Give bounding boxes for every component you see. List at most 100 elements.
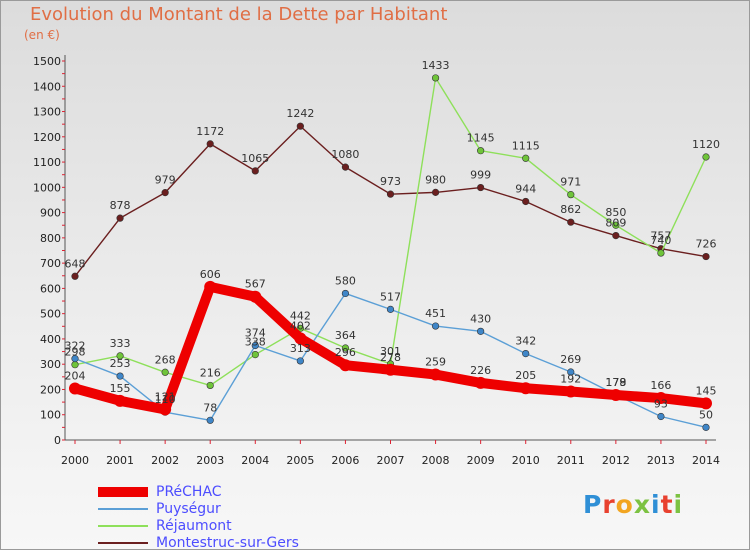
point-rejaumont	[612, 221, 620, 229]
legend-swatch-prechac	[98, 487, 148, 497]
logo-letter: t	[660, 490, 674, 519]
chart-title: Evolution du Montant de la Dette par Hab…	[30, 4, 448, 25]
data-label-puysegur: 451	[425, 307, 446, 320]
y-tick-label: 1100	[33, 156, 61, 169]
point-montestruc-sur-gers	[206, 140, 214, 148]
point-montestruc-sur-gers	[386, 190, 395, 198]
data-label-puysegur: 179	[605, 376, 626, 389]
point-puysegur	[71, 355, 79, 363]
point-puysegur	[702, 423, 710, 431]
point-puysegur	[477, 327, 485, 335]
point-puysegur	[296, 357, 304, 365]
x-tick-label: 2006	[331, 454, 359, 467]
point-montestruc-sur-gers	[477, 183, 485, 192]
point-rejaumont	[522, 154, 530, 162]
point-montestruc-sur-gers	[251, 167, 259, 175]
y-tick-label: 500	[40, 308, 61, 321]
data-label-prechac: 192	[560, 372, 581, 385]
point-prechac	[429, 368, 442, 381]
x-tick-label: 2008	[422, 454, 450, 467]
point-rejaumont	[567, 191, 575, 199]
data-label-montestruc-sur-gers: 1065	[241, 152, 269, 165]
point-prechac	[159, 403, 172, 416]
point-prechac	[384, 363, 397, 376]
data-label-montestruc-sur-gers: 757	[650, 230, 671, 243]
legend-label-puysegur: Puységur	[156, 501, 221, 517]
data-label-puysegur: 93	[654, 398, 668, 411]
data-label-puysegur: 517	[380, 290, 401, 303]
y-tick-label: 0	[54, 434, 61, 447]
data-label-montestruc-sur-gers: 944	[515, 182, 536, 195]
point-montestruc-sur-gers	[702, 252, 710, 261]
data-label-prechac: 226	[470, 364, 491, 377]
point-puysegur	[116, 372, 124, 380]
x-tick-label: 2014	[692, 454, 720, 467]
point-montestruc-sur-gers	[431, 188, 440, 196]
x-tick-label: 2013	[647, 454, 675, 467]
point-prechac	[519, 382, 532, 395]
data-label-puysegur: 342	[515, 335, 536, 348]
y-tick-label: 700	[40, 257, 61, 270]
data-label-montestruc-sur-gers: 973	[380, 175, 401, 188]
data-label-puysegur: 313	[290, 342, 311, 355]
data-label-rejaumont: 442	[290, 309, 311, 322]
y-tick-label: 600	[40, 282, 61, 295]
data-label-puysegur: 50	[699, 408, 713, 421]
logo-letter: o	[615, 490, 634, 519]
x-tick-label: 2004	[241, 454, 269, 467]
point-montestruc-sur-gers	[161, 189, 169, 197]
x-tick-label: 2009	[467, 454, 495, 467]
data-label-rejaumont: 971	[560, 176, 581, 189]
data-label-montestruc-sur-gers: 878	[110, 199, 131, 212]
point-montestruc-sur-gers	[522, 197, 530, 206]
point-prechac	[474, 376, 487, 389]
data-label-rejaumont: 301	[380, 345, 401, 358]
point-prechac	[69, 382, 81, 395]
data-label-montestruc-sur-gers: 648	[65, 257, 86, 270]
legend-swatch-puysegur	[98, 508, 148, 510]
data-label-puysegur: 110	[155, 393, 176, 406]
logo-letter: r	[602, 490, 616, 519]
point-montestruc-sur-gers	[341, 163, 350, 171]
data-label-montestruc-sur-gers: 999	[470, 169, 491, 182]
data-label-prechac: 155	[110, 382, 131, 395]
legend-label-rejaumont: Réjaumont	[156, 518, 232, 534]
point-montestruc-sur-gers	[567, 218, 575, 226]
unit-label: (en €)	[24, 28, 60, 42]
y-tick-label: 1300	[33, 106, 61, 119]
data-label-puysegur: 269	[560, 353, 581, 366]
data-label-puysegur: 580	[335, 274, 356, 287]
data-label-montestruc-sur-gers: 1242	[286, 107, 314, 120]
x-tick-label: 2007	[377, 454, 405, 467]
point-prechac	[249, 290, 262, 303]
legend-item-prechac: PRéCHAC	[98, 484, 398, 501]
series-line-montestruc-sur-gers	[74, 125, 707, 277]
data-label-rejaumont: 298	[65, 346, 86, 359]
x-tick-label: 2005	[286, 454, 314, 467]
x-tick-label: 2010	[512, 454, 540, 467]
point-puysegur	[567, 368, 575, 376]
x-tick-label: 2001	[106, 454, 134, 467]
data-label-rejaumont: 216	[200, 366, 221, 379]
legend-swatch-montestruc	[98, 542, 148, 544]
point-rejaumont	[161, 368, 169, 376]
point-prechac	[564, 385, 577, 398]
data-label-prechac: 296	[335, 346, 356, 359]
point-rejaumont	[116, 352, 124, 360]
y-tick-label: 300	[40, 358, 61, 371]
data-label-rejaumont: 740	[650, 234, 671, 247]
data-label-prechac: 606	[200, 268, 221, 281]
data-label-rejaumont: 338	[245, 336, 266, 349]
x-tick-label: 2003	[196, 454, 224, 467]
point-rejaumont	[251, 350, 259, 359]
data-label-rejaumont: 1145	[467, 132, 495, 145]
y-tick-label: 100	[40, 409, 61, 422]
y-tick-label: 1000	[33, 181, 61, 194]
legend-swatch-rejaumont	[98, 525, 148, 527]
data-label-puysegur: 78	[203, 401, 217, 414]
x-tick-label: 2011	[557, 454, 585, 467]
data-label-prechac: 166	[650, 379, 671, 392]
data-label-prechac: 145	[696, 384, 717, 397]
